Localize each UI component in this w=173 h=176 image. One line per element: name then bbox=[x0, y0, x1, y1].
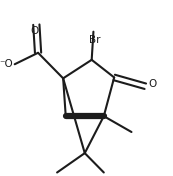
Text: O: O bbox=[30, 26, 39, 36]
Text: O: O bbox=[148, 80, 156, 89]
Text: Br: Br bbox=[89, 35, 101, 45]
Text: ⁻O: ⁻O bbox=[0, 59, 13, 69]
